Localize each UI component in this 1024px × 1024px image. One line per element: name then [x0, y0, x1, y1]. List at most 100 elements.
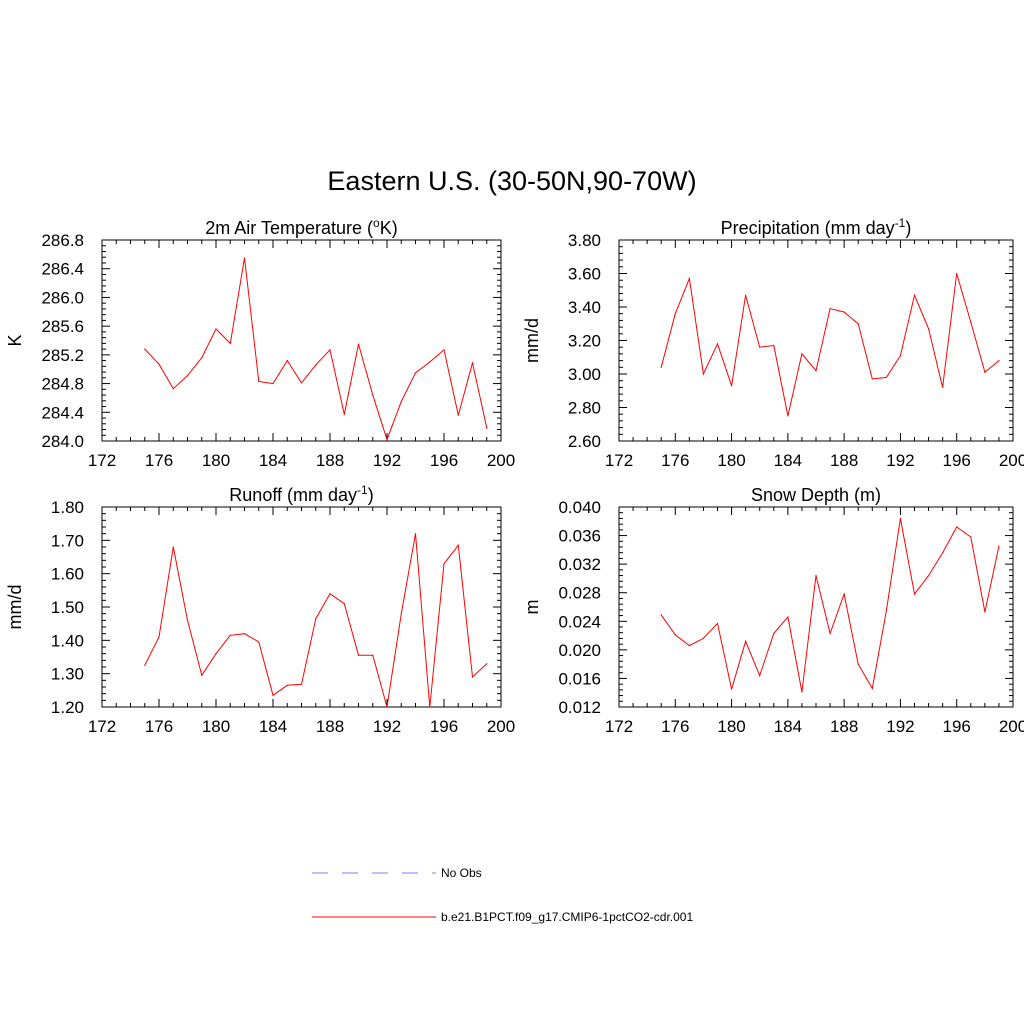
data-point [829, 632, 831, 635]
data-point [357, 654, 360, 656]
data-point [172, 546, 174, 548]
data-point [215, 328, 217, 330]
x-tick-label: 200 [487, 451, 515, 470]
data-point [998, 545, 1000, 547]
x-tick-label: 176 [145, 451, 173, 470]
data-point [443, 349, 445, 351]
data-point [815, 574, 817, 577]
data-point [801, 353, 803, 355]
panel-title: 2m Air Temperature (oK) [205, 216, 397, 238]
data-point [443, 563, 445, 565]
data-point [286, 684, 288, 686]
data-point [400, 400, 402, 403]
x-tick-label: 172 [605, 451, 633, 470]
data-point [329, 349, 331, 351]
plot-frame [618, 239, 1014, 442]
y-tick-label: 0.016 [558, 669, 601, 688]
y-tick-label: 3.00 [568, 365, 601, 384]
data-point [400, 613, 402, 615]
x-tick-label: 184 [259, 451, 287, 470]
data-point [158, 363, 160, 365]
data-point [829, 308, 831, 310]
plot-frame [101, 239, 502, 442]
panel-title: Snow Depth (m) [751, 485, 881, 505]
data-point [857, 663, 859, 665]
data-point [386, 438, 388, 441]
y-tick-label: 3.20 [568, 332, 601, 351]
y-tick-label: 0.024 [558, 612, 601, 631]
legend-label-no-obs: No Obs [441, 866, 482, 880]
x-tick-label: 176 [145, 717, 173, 736]
y-tick-label: 3.80 [568, 231, 601, 250]
data-point [144, 348, 146, 350]
data-point [186, 619, 189, 621]
panel-title-end: ) [368, 485, 374, 505]
y-tick-label: 286.0 [41, 288, 84, 307]
panel-title-text: Precipitation (mm day [721, 218, 895, 238]
y-tick-label: 0.020 [558, 641, 601, 660]
data-point [258, 380, 260, 383]
series-line-runoff [144, 533, 488, 708]
plot-frame [618, 506, 1014, 708]
plot-frame [101, 506, 502, 708]
data-point [429, 706, 431, 708]
data-point [927, 328, 930, 330]
data-point [486, 427, 488, 429]
panel-runoff: 172 176 180 184 188 192 196 200 1.20 1.30 1.40 1.50… [5, 483, 515, 736]
panel-snow-depth: 172 176 180 184 188 192 196 200 0.012 0.016 0.020 0… [522, 485, 1024, 736]
data-point [773, 344, 775, 347]
x-tick-label: 180 [717, 717, 745, 736]
data-point [857, 323, 859, 325]
data-point [660, 366, 662, 368]
y-tick-label: 1.60 [51, 565, 84, 584]
data-point [201, 674, 203, 676]
data-point [843, 593, 845, 595]
data-point [688, 277, 690, 280]
panel-title-superscript: -1 [895, 216, 906, 230]
x-tick-label: 184 [774, 717, 802, 736]
data-point [843, 311, 845, 313]
panel-title-text: 2m Air Temperature ( [205, 218, 373, 238]
y-tick-label: 0.028 [558, 584, 601, 603]
panel-temperature: 172 176 180 184 188 192 196 200 284.0 284.4 284.8 2… [5, 216, 515, 470]
panel-title: Runoff (mm day-1) [229, 483, 373, 505]
y-tick-label: 1.20 [51, 698, 84, 717]
x-tick-label: 188 [316, 451, 344, 470]
y-tick-label: 3.60 [568, 265, 601, 284]
y-tick-label: 285.2 [41, 346, 84, 365]
x-tick-label: 188 [830, 451, 858, 470]
data-point [243, 633, 246, 635]
panel-title-end: ) [905, 218, 911, 238]
data-point [871, 378, 873, 380]
x-tick-label: 192 [373, 451, 401, 470]
x-tick-label: 192 [886, 451, 914, 470]
data-point [272, 694, 274, 696]
data-point [414, 533, 417, 535]
data-point [372, 394, 374, 396]
data-point [885, 376, 887, 378]
x-tick-label: 192 [373, 717, 401, 736]
data-point [702, 637, 705, 640]
data-point [899, 517, 902, 520]
data-point [716, 622, 719, 625]
panel-title-text: Runoff (mm day [229, 485, 357, 505]
data-point [329, 593, 331, 595]
data-point [660, 614, 662, 616]
data-point [272, 382, 274, 385]
data-point [315, 618, 317, 620]
x-tick-label: 180 [202, 717, 230, 736]
series-line-precipitation [660, 273, 1000, 417]
series-line-temperature [144, 257, 488, 442]
x-tick-label: 176 [661, 451, 689, 470]
panel-title: Precipitation (mm day-1) [721, 216, 912, 238]
data-point [787, 616, 789, 618]
data-point [243, 257, 246, 259]
y-tick-label: 1.30 [51, 665, 84, 684]
data-point [258, 641, 260, 643]
y-tick-label: 286.4 [41, 260, 84, 279]
data-point [927, 574, 930, 577]
panel-title-text: Snow Depth (m) [751, 485, 881, 505]
x-tick-label: 184 [774, 451, 802, 470]
data-point [674, 634, 676, 636]
x-tick-label: 188 [316, 717, 344, 736]
